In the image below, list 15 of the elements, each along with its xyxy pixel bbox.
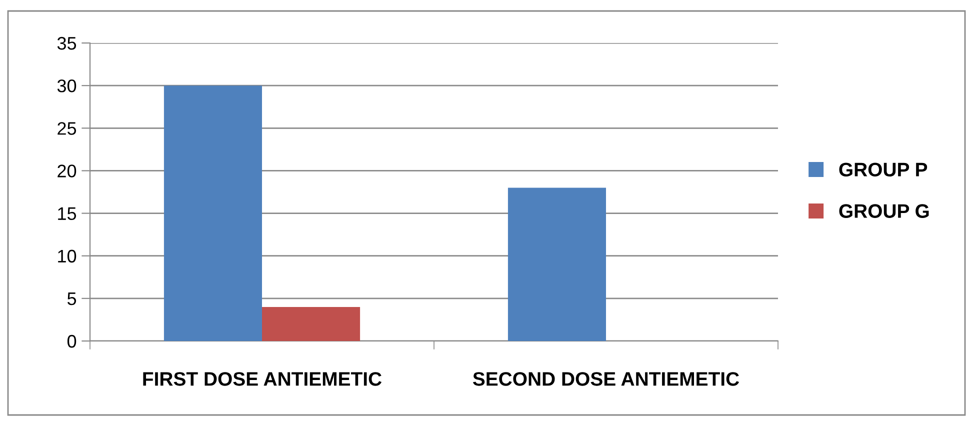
y-tick-label: 0 xyxy=(67,334,76,348)
bar xyxy=(508,188,606,341)
x-tick-label: FIRST DOSE ANTIEMETIC xyxy=(143,372,382,386)
x-tick-label: SECOND DOSE ANTIEMETIC xyxy=(472,372,740,386)
y-tick-label: 20 xyxy=(58,164,76,178)
bar xyxy=(164,86,262,341)
legend-label: GROUP P xyxy=(839,162,928,176)
y-tick-label: 10 xyxy=(58,250,76,263)
y-tick-label: 15 xyxy=(58,207,76,220)
legend-label: GROUP G xyxy=(839,204,929,218)
y-tick-label: 25 xyxy=(58,122,76,135)
y-tick-label: 30 xyxy=(57,80,76,92)
bar xyxy=(262,306,360,341)
y-tick-label: 35 xyxy=(57,36,76,50)
y-tick-label: 5 xyxy=(67,292,76,306)
